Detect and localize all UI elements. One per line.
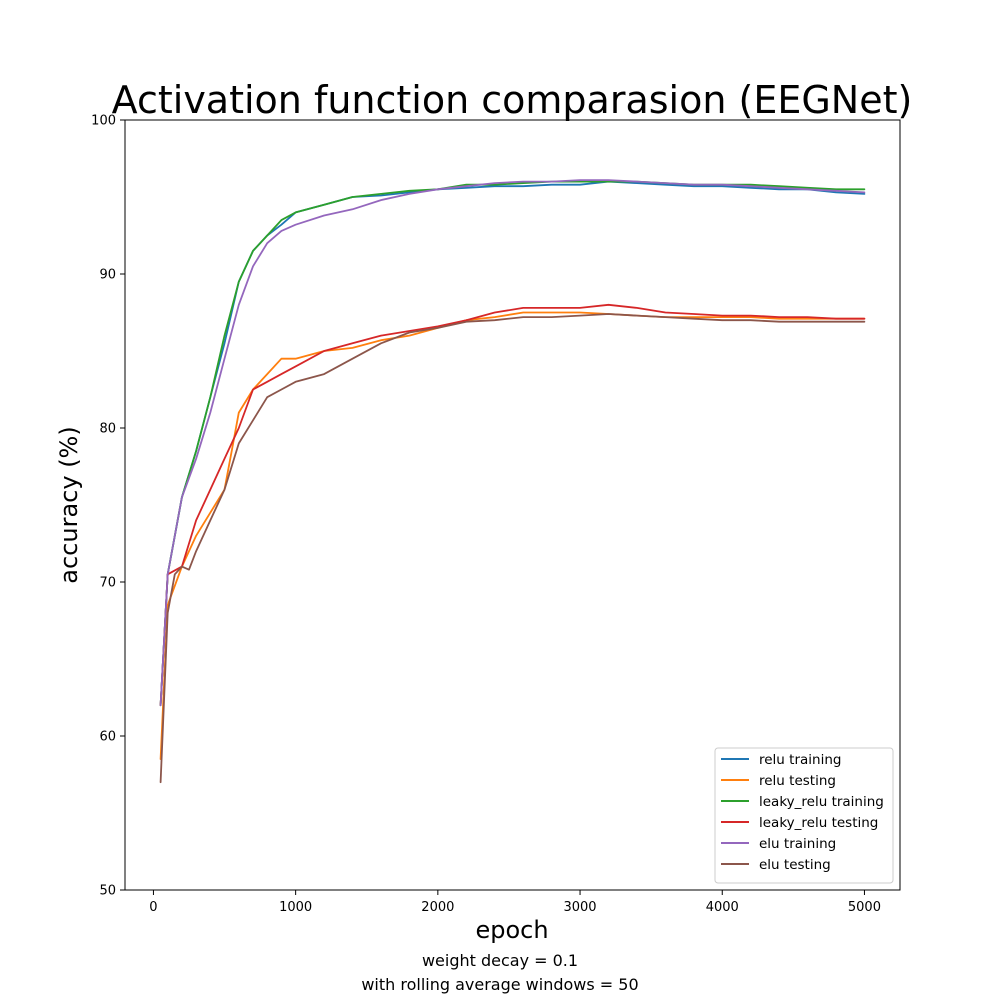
caption-weight-decay: weight decay = 0.1 bbox=[422, 951, 578, 970]
x-tick-label: 4000 bbox=[706, 900, 739, 915]
x-axis: 0 1000 2000 3000 4000 5000 bbox=[149, 890, 881, 915]
legend-label: relu testing bbox=[759, 773, 836, 789]
chart-title: Activation function comparasion (EEGNet) bbox=[112, 78, 913, 122]
y-tick-label: 60 bbox=[99, 730, 116, 745]
plot-frame bbox=[124, 119, 901, 891]
x-tick-label: 0 bbox=[149, 900, 157, 915]
series-line-elu-testing bbox=[159, 313, 866, 784]
legend-label: leaky_relu training bbox=[759, 794, 884, 810]
y-tick-label: 50 bbox=[99, 884, 116, 899]
legend-label: elu training bbox=[759, 836, 836, 852]
series-line-elu-training bbox=[159, 179, 866, 707]
y-tick-label: 100 bbox=[91, 114, 116, 129]
x-tick-label: 1000 bbox=[279, 900, 312, 915]
caption-rolling-average: with rolling average windows = 50 bbox=[361, 975, 638, 994]
y-axis-label: accuracy (%) bbox=[55, 426, 83, 583]
series-line-leaky-relu-testing bbox=[159, 303, 866, 707]
series-line-relu-testing bbox=[159, 311, 866, 760]
x-tick-label: 3000 bbox=[563, 900, 596, 915]
y-axis: 50 60 70 80 90 100 bbox=[91, 114, 125, 899]
x-axis-label: epoch bbox=[475, 916, 548, 944]
y-tick-label: 80 bbox=[99, 422, 116, 437]
legend-label: leaky_relu testing bbox=[759, 815, 878, 831]
x-tick-label: 2000 bbox=[421, 900, 454, 915]
legend: relu training relu testing leaky_relu trai… bbox=[714, 747, 894, 884]
legend-label: relu training bbox=[759, 752, 841, 768]
y-tick-label: 90 bbox=[99, 268, 116, 283]
x-tick-label: 5000 bbox=[848, 900, 881, 915]
series-line-leaky-relu-training bbox=[159, 180, 866, 707]
legend-box bbox=[714, 747, 894, 884]
legend-label: elu testing bbox=[759, 857, 831, 873]
series-line-relu-training bbox=[159, 180, 866, 707]
y-tick-label: 70 bbox=[99, 576, 116, 591]
